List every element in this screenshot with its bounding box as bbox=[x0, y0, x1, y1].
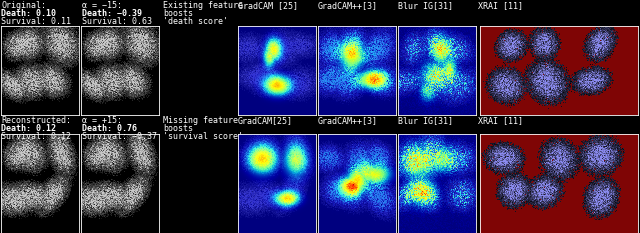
Text: Existing feature: Existing feature bbox=[163, 1, 243, 10]
Text: 'survival score': 'survival score' bbox=[163, 132, 243, 141]
Text: GradCAM++[3]: GradCAM++[3] bbox=[318, 116, 378, 125]
Text: GradCAM++[3]: GradCAM++[3] bbox=[318, 1, 378, 10]
Text: Death: 0.76: Death: 0.76 bbox=[82, 124, 137, 133]
Text: Survival: 0.12: Survival: 0.12 bbox=[1, 132, 71, 141]
Text: boosts: boosts bbox=[163, 9, 193, 18]
Text: Death: 0.12: Death: 0.12 bbox=[1, 124, 56, 133]
Text: Survival: 0.11: Survival: 0.11 bbox=[1, 17, 71, 26]
Text: Blur IG[31]: Blur IG[31] bbox=[398, 116, 453, 125]
Text: Death: 0.10: Death: 0.10 bbox=[1, 9, 56, 18]
Text: Survival: −0.37: Survival: −0.37 bbox=[82, 132, 157, 141]
Text: Death: −0.39: Death: −0.39 bbox=[82, 9, 142, 18]
Text: Reconstructed:: Reconstructed: bbox=[1, 116, 71, 125]
Text: XRAI [11]: XRAI [11] bbox=[478, 1, 523, 10]
Text: GradCAM [25]: GradCAM [25] bbox=[238, 1, 298, 10]
Text: XRAI [11]: XRAI [11] bbox=[478, 116, 523, 125]
Text: GradCAM[25]: GradCAM[25] bbox=[238, 116, 293, 125]
Text: Missing feature: Missing feature bbox=[163, 116, 238, 125]
Text: α = +15:: α = +15: bbox=[82, 116, 122, 125]
Text: Blur IG[31]: Blur IG[31] bbox=[398, 1, 453, 10]
Text: Survival: 0.63: Survival: 0.63 bbox=[82, 17, 152, 26]
Text: boosts: boosts bbox=[163, 124, 193, 133]
Text: α = −15:: α = −15: bbox=[82, 1, 122, 10]
Text: Original:: Original: bbox=[1, 1, 46, 10]
Text: 'death score': 'death score' bbox=[163, 17, 228, 26]
